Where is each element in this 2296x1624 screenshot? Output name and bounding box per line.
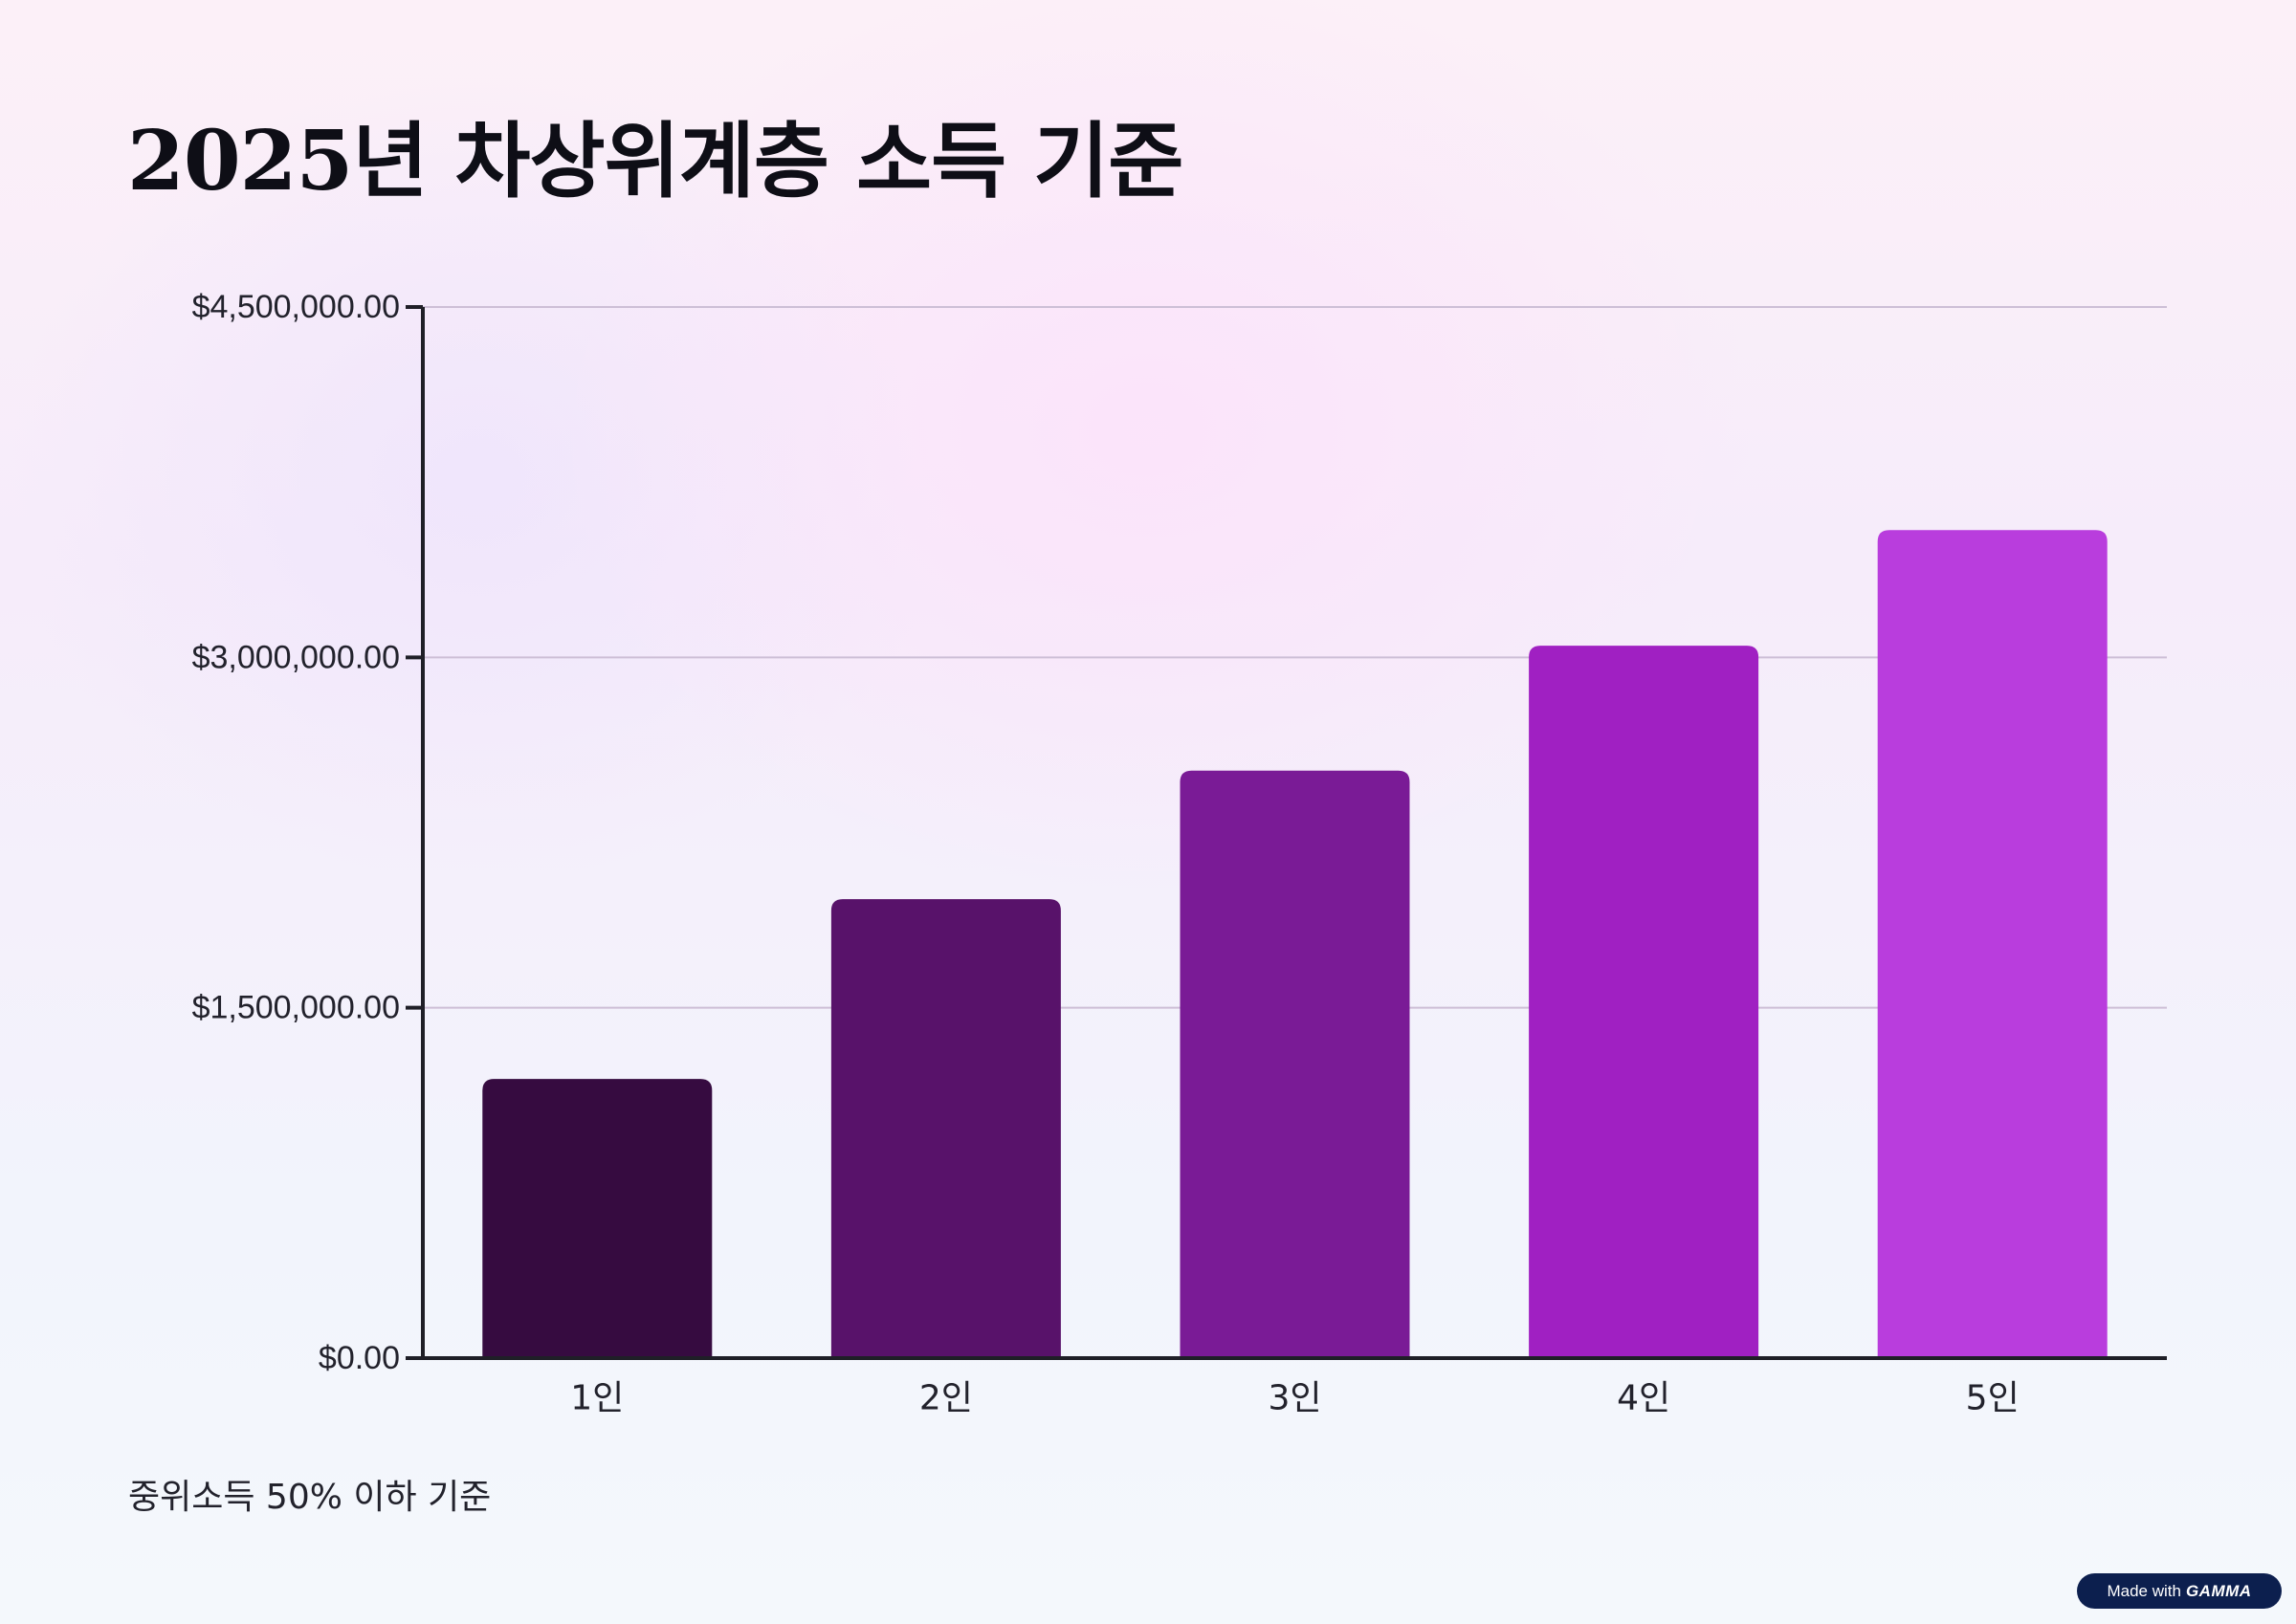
- made-with-gamma-badge[interactable]: Made with GAMMA: [2077, 1573, 2282, 1609]
- bars: [482, 530, 2108, 1358]
- y-tick-label: $0.00: [319, 1340, 400, 1376]
- axes: [421, 307, 2167, 1360]
- badge-brand: GAMMA: [2185, 1581, 2252, 1600]
- bar-2: [830, 899, 1061, 1358]
- x-tick-label: 1인: [570, 1379, 624, 1418]
- y-tick-label: $3,000,000.00: [192, 639, 400, 675]
- y-tick-label: $1,500,000.00: [192, 990, 400, 1026]
- y-tick-label: $4,500,000.00: [192, 289, 400, 325]
- footnote: 중위소득 50% 이하 기준: [128, 1478, 492, 1517]
- x-tick-label: 3인: [1268, 1379, 1321, 1418]
- x-axis-labels: 1인 2인 3인 4인 5인: [570, 1379, 2019, 1418]
- bar-4: [1529, 646, 1759, 1358]
- bar-5: [1877, 530, 2108, 1358]
- bar-3: [1180, 770, 1410, 1358]
- y-axis-ticks: $0.00 $1,500,000.00 $3,000,000.00 $4,500,00…: [192, 289, 423, 1376]
- x-tick-label: 5인: [1966, 1379, 2020, 1418]
- x-tick-label: 2인: [919, 1379, 973, 1418]
- x-tick-label: 4인: [1617, 1379, 1670, 1418]
- bar-1: [482, 1079, 713, 1358]
- badge-prefix: Made with: [2107, 1581, 2181, 1600]
- chart-title: 2025년 차상위계층 소득 기준: [127, 113, 1183, 209]
